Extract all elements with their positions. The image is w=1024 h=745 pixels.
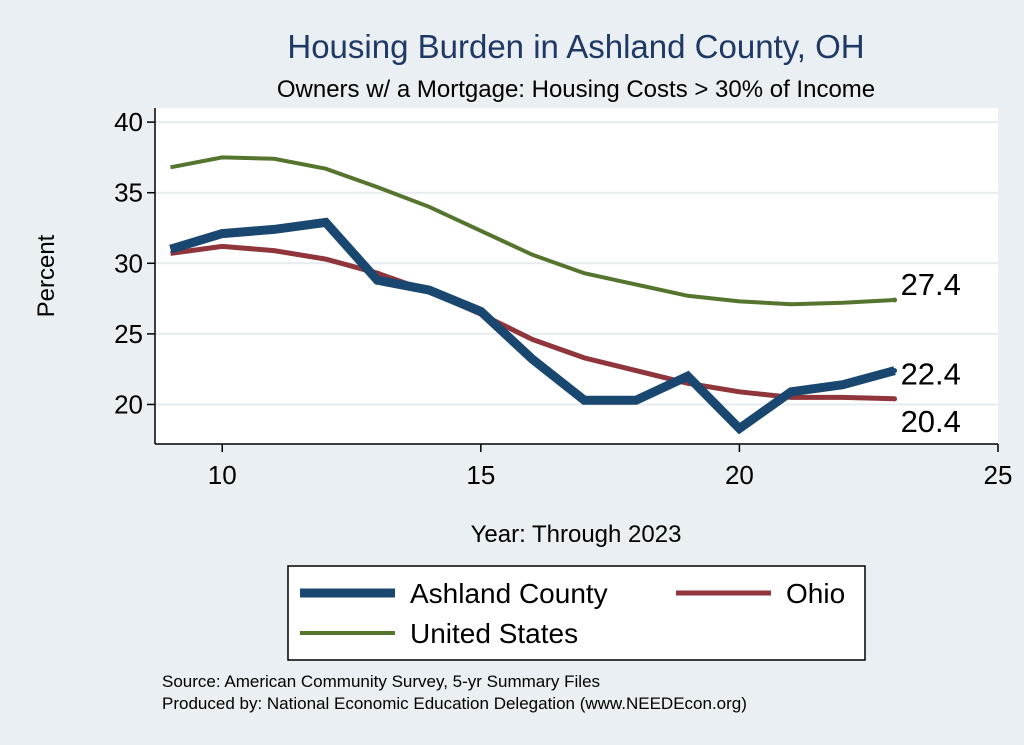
x-tick-label: 10 [208, 460, 237, 490]
grid [155, 121, 998, 406]
produced-by-note: Produced by: National Economic Education… [162, 694, 747, 713]
end-labels: 22.4 20.4 27.4 [901, 267, 961, 439]
series-line-united-states [170, 155, 895, 307]
legend: Ashland County Ohio United States [300, 578, 845, 649]
x-axis-title: Year: Through 2023 [471, 521, 682, 548]
x-tick-label: 15 [466, 460, 495, 490]
end-point-ashland-county [892, 368, 898, 374]
x-tick-label: 25 [984, 460, 1013, 490]
y-axis-title: Percent [33, 234, 60, 317]
chart-subtitle: Owners w/ a Mortgage: Housing Costs > 30… [277, 76, 875, 103]
source-note: Source: American Community Survey, 5-yr … [162, 672, 600, 691]
end-point-ohio [892, 396, 898, 402]
series-line-ashland-county [169, 217, 896, 435]
series-line-ohio [170, 243, 895, 402]
y-tick-label: 40 [114, 107, 143, 137]
legend-label-united-states: United States [410, 618, 578, 649]
legend-box [287, 565, 866, 661]
axes: 20 25 30 35 40 10 15 20 25 [114, 107, 1012, 490]
end-label-ashland-county: 22.4 [901, 357, 961, 392]
y-tick-label: 30 [114, 248, 143, 278]
series-lines [169, 155, 898, 435]
y-tick-label: 35 [114, 178, 143, 208]
end-label-united-states: 27.4 [901, 267, 961, 302]
y-tick-label: 20 [114, 389, 143, 419]
end-point-united-states [892, 297, 898, 303]
x-tick-label: 20 [725, 460, 754, 490]
end-label-ohio: 20.4 [901, 404, 961, 439]
legend-label-ashland-county: Ashland County [410, 578, 608, 609]
chart-title: Housing Burden in Ashland County, OH [287, 28, 864, 65]
y-tick-label: 25 [114, 319, 143, 349]
legend-label-ohio: Ohio [786, 578, 845, 609]
